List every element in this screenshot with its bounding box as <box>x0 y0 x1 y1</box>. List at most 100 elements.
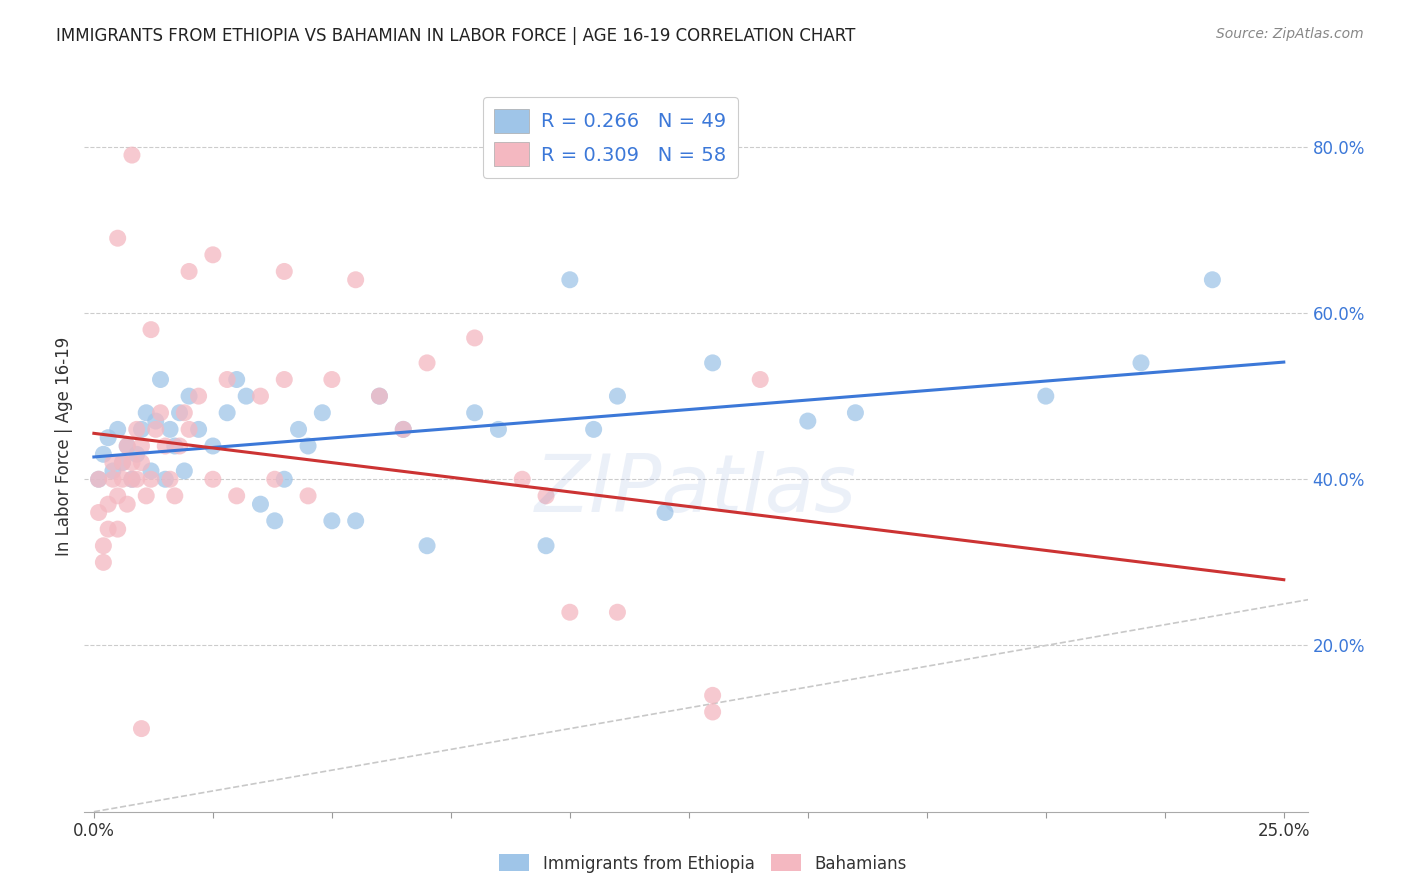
Point <box>135 406 157 420</box>
Point <box>111 456 134 470</box>
Point <box>125 472 148 486</box>
Point <box>107 231 129 245</box>
Point <box>177 422 200 436</box>
Point <box>139 472 162 486</box>
Point <box>558 605 581 619</box>
Point <box>249 389 271 403</box>
Point <box>135 489 157 503</box>
Point <box>87 472 110 486</box>
Point <box>263 472 285 486</box>
Point <box>217 372 239 386</box>
Point <box>121 148 143 162</box>
Point <box>344 273 367 287</box>
Point <box>225 489 247 503</box>
Legend: Immigrants from Ethiopia, Bahamians: Immigrants from Ethiopia, Bahamians <box>492 847 914 880</box>
Point <box>177 264 200 278</box>
Point <box>797 414 820 428</box>
Point <box>187 389 209 403</box>
Point <box>416 356 439 370</box>
Point <box>131 456 153 470</box>
Text: Source: ZipAtlas.com: Source: ZipAtlas.com <box>1216 27 1364 41</box>
Point <box>1201 273 1223 287</box>
Point <box>1035 389 1057 403</box>
Point <box>702 705 724 719</box>
Point <box>93 555 115 569</box>
Point <box>702 689 724 703</box>
Point <box>177 389 200 403</box>
Point <box>368 389 391 403</box>
Point <box>111 456 134 470</box>
Point <box>225 372 247 386</box>
Point <box>249 497 271 511</box>
Point <box>606 389 628 403</box>
Point <box>534 489 557 503</box>
Point <box>844 406 866 420</box>
Point <box>702 356 724 370</box>
Point <box>101 472 124 486</box>
Point <box>121 472 143 486</box>
Point <box>93 539 115 553</box>
Point <box>145 422 167 436</box>
Point <box>510 472 533 486</box>
Point <box>416 539 439 553</box>
Point <box>173 464 195 478</box>
Point <box>139 464 162 478</box>
Point <box>235 389 257 403</box>
Point <box>101 464 124 478</box>
Point <box>159 472 181 486</box>
Point <box>121 472 143 486</box>
Point <box>201 439 224 453</box>
Point <box>149 372 172 386</box>
Point <box>159 422 181 436</box>
Point <box>464 406 486 420</box>
Point <box>155 472 177 486</box>
Legend: R = 0.266   N = 49, R = 0.309   N = 58: R = 0.266 N = 49, R = 0.309 N = 58 <box>482 97 738 178</box>
Point <box>217 406 239 420</box>
Point <box>558 273 581 287</box>
Point <box>201 472 224 486</box>
Point <box>107 489 129 503</box>
Point <box>273 264 295 278</box>
Point <box>169 406 191 420</box>
Point <box>606 605 628 619</box>
Point <box>163 489 186 503</box>
Point <box>297 439 319 453</box>
Text: IMMIGRANTS FROM ETHIOPIA VS BAHAMIAN IN LABOR FORCE | AGE 16-19 CORRELATION CHAR: IMMIGRANTS FROM ETHIOPIA VS BAHAMIAN IN … <box>56 27 856 45</box>
Point <box>344 514 367 528</box>
Point <box>145 414 167 428</box>
Point <box>273 472 295 486</box>
Point <box>1130 356 1153 370</box>
Point <box>93 447 115 461</box>
Point <box>297 489 319 503</box>
Point <box>107 422 129 436</box>
Point <box>115 497 138 511</box>
Point <box>97 522 120 536</box>
Point <box>111 472 134 486</box>
Point <box>534 539 557 553</box>
Text: ZIPatlas: ZIPatlas <box>534 450 858 529</box>
Point <box>201 248 224 262</box>
Point <box>654 506 676 520</box>
Point <box>464 331 486 345</box>
Point <box>97 431 120 445</box>
Point <box>321 514 343 528</box>
Point <box>87 472 110 486</box>
Point <box>173 406 195 420</box>
Point <box>163 439 186 453</box>
Point <box>131 422 153 436</box>
Point <box>582 422 605 436</box>
Point <box>115 439 138 453</box>
Point <box>392 422 415 436</box>
Point <box>488 422 510 436</box>
Point <box>97 497 120 511</box>
Point <box>311 406 333 420</box>
Point <box>749 372 772 386</box>
Point <box>131 722 153 736</box>
Point <box>87 506 110 520</box>
Point <box>125 422 148 436</box>
Point <box>287 422 309 436</box>
Point <box>115 439 138 453</box>
Point <box>125 447 148 461</box>
Point <box>107 522 129 536</box>
Point <box>187 422 209 436</box>
